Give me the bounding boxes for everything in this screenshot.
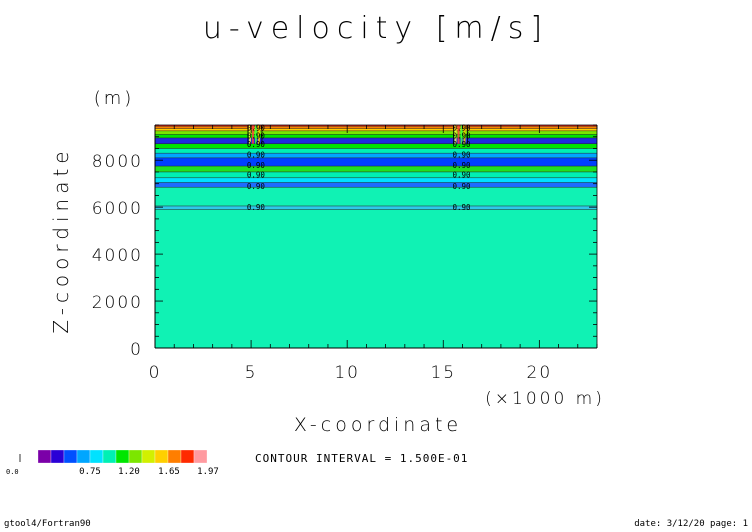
y-tick-label-3: 6000 [92, 199, 143, 219]
colorbar-min-label: 0.0 [6, 468, 19, 476]
contour-label-0-4: 0.90 [247, 150, 266, 159]
colorbar-cell-1 [50, 449, 65, 464]
y-tick-label-4: 8000 [92, 152, 143, 172]
y-tick-label-1: 2000 [92, 293, 143, 313]
band-9 [155, 148, 597, 154]
colorbar-cell-0 [37, 449, 52, 464]
band-13 [155, 130, 597, 135]
band-0 [155, 209, 597, 348]
colorbar: 0.0 0.75 1.20 1.65 1.97 [6, 449, 219, 477]
contour-interval-text: CONTOUR INTERVAL = 1.500E-01 [255, 452, 468, 465]
contour-labels: 0.900.900.900.900.900.900.900.900.900.90… [247, 123, 471, 212]
colorbar-label-0: 0.75 [79, 467, 101, 477]
x-axis-label: X-coordinate [294, 414, 462, 436]
pert-strip-1-3 [463, 125, 466, 144]
colorbar-cell-9 [154, 449, 169, 464]
contour-label-1-5: 0.90 [453, 140, 472, 149]
contour-label-1-3: 0.90 [453, 161, 472, 170]
contour-label-1-1: 0.90 [453, 182, 472, 191]
band-14 [155, 128, 597, 131]
band-4 [155, 177, 597, 183]
colorbar-cell-3 [76, 449, 91, 464]
footer-left: gtool4/Fortran90 [4, 519, 91, 529]
contour-label-1-4: 0.90 [453, 150, 472, 159]
x-tick-label-0: 0 [149, 363, 162, 383]
chart-title: u-velocity [m/s] [203, 11, 549, 46]
band-7 [155, 157, 597, 167]
contour-bands [155, 125, 597, 348]
colorbar-cell-11 [180, 449, 195, 464]
colorbar-cell-12 [193, 449, 208, 464]
y-tick-label-2: 4000 [92, 246, 143, 266]
pert-strip-1-2 [460, 125, 463, 144]
x-unit-label: (×1000 m) [485, 389, 605, 409]
x-tick-label-1: 5 [245, 363, 258, 383]
pert-strip-0-1 [251, 125, 254, 144]
pert-strip-0-3 [257, 125, 260, 144]
contour-label-0-7: 0.90 [247, 123, 266, 132]
colorbar-cell-5 [102, 449, 117, 464]
contour-label-1-7: 0.90 [453, 123, 472, 132]
contour-label-1-2: 0.90 [453, 170, 472, 179]
colorbar-cell-10 [167, 449, 182, 464]
pert-strip-1-0 [454, 125, 457, 144]
contour-label-0-2: 0.90 [247, 170, 266, 179]
footer-right: date: 3/12/20 page: 1 [634, 519, 748, 529]
band-3 [155, 182, 597, 188]
contour-label-1-6: 0.90 [453, 132, 472, 141]
band-2 [155, 187, 597, 206]
contour-label-0-6: 0.90 [247, 132, 266, 141]
colorbar-cell-7 [128, 449, 143, 464]
colorbar-cell-2 [63, 449, 78, 464]
band-8 [155, 153, 597, 158]
colorbar-cell-6 [115, 449, 130, 464]
contour-label-0-0: 0.90 [247, 203, 266, 212]
axes: 0 5 10 15 20 0 2000 4000 6000 8000 [92, 124, 598, 383]
y-tick-label-0: 0 [130, 340, 143, 360]
colorbar-label-3: 1.97 [197, 467, 219, 477]
contour-label-0-3: 0.90 [247, 161, 266, 170]
y-axis-label: Z-coordinate [49, 146, 73, 333]
band-12 [155, 134, 597, 138]
pert-strip-1-1 [457, 125, 460, 144]
band-10 [155, 143, 597, 149]
band-15 [155, 126, 597, 129]
band-1 [155, 205, 597, 210]
x-tick-label-2: 10 [334, 363, 360, 383]
contour-label-0-5: 0.90 [247, 140, 266, 149]
band-11 [155, 137, 597, 144]
band-5 [155, 171, 597, 178]
y-unit-label: (m) [94, 88, 135, 109]
band-16 [155, 125, 597, 127]
pert-strip-0-0 [248, 125, 251, 144]
colorbar-cell-8 [141, 449, 156, 464]
colorbar-label-2: 1.65 [158, 467, 180, 477]
perturbation-columns [247, 125, 468, 144]
pert-strip-0-2 [254, 125, 257, 144]
x-tick-label-4: 20 [527, 363, 553, 383]
x-tick-label-3: 15 [430, 363, 456, 383]
colorbar-cell-4 [89, 449, 104, 464]
contour-label-0-1: 0.90 [247, 182, 266, 191]
contour-label-1-0: 0.90 [453, 203, 472, 212]
band-6 [155, 166, 597, 172]
colorbar-label-1: 1.20 [118, 467, 140, 477]
